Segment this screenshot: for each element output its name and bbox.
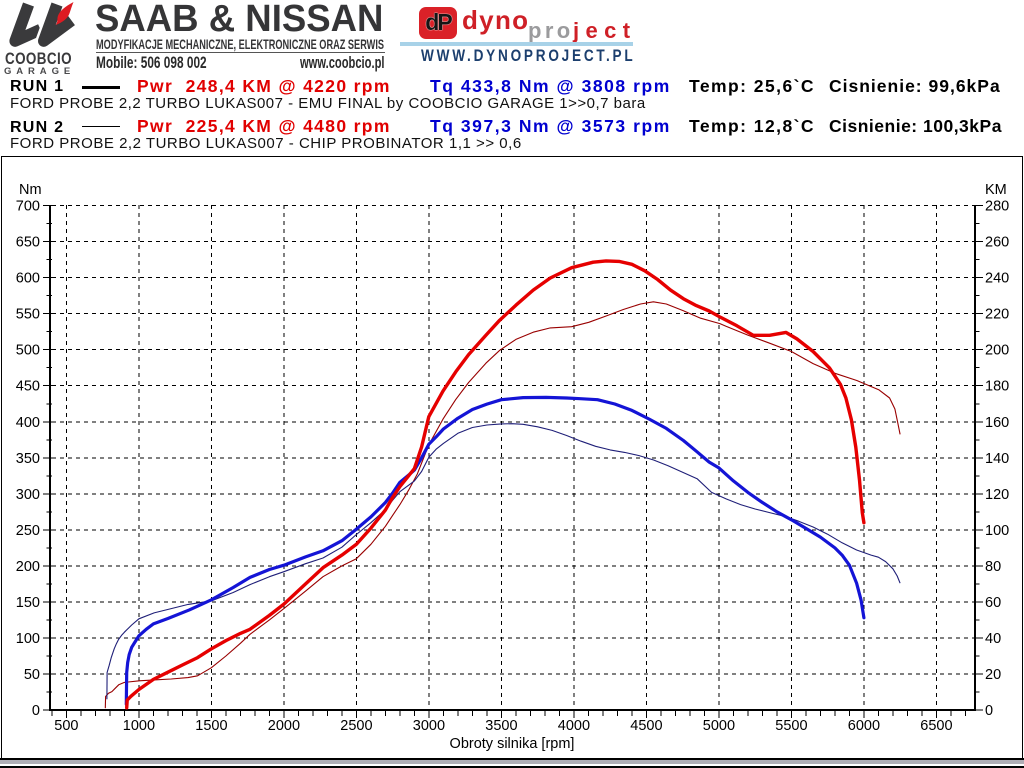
svg-text:20: 20 bbox=[985, 667, 1001, 683]
svg-text:700: 700 bbox=[16, 199, 40, 215]
svg-text:240: 240 bbox=[985, 271, 1009, 287]
svg-text:Obroty silnika [rpm]: Obroty silnika [rpm] bbox=[450, 736, 575, 752]
svg-text:0: 0 bbox=[985, 703, 993, 719]
svg-text:160: 160 bbox=[985, 415, 1009, 431]
svg-text:4000: 4000 bbox=[558, 718, 590, 734]
svg-text:250: 250 bbox=[16, 523, 40, 539]
svg-text:5000: 5000 bbox=[703, 718, 735, 734]
svg-text:1000: 1000 bbox=[123, 718, 155, 734]
svg-text:300: 300 bbox=[16, 487, 40, 503]
svg-text:650: 650 bbox=[16, 235, 40, 251]
svg-text:40: 40 bbox=[985, 631, 1001, 647]
svg-text:500: 500 bbox=[54, 718, 78, 734]
svg-text:180: 180 bbox=[985, 379, 1009, 395]
svg-text:6000: 6000 bbox=[848, 718, 880, 734]
svg-text:0: 0 bbox=[32, 703, 40, 719]
svg-text:280: 280 bbox=[985, 199, 1009, 215]
svg-text:600: 600 bbox=[16, 271, 40, 287]
svg-text:1500: 1500 bbox=[195, 718, 227, 734]
svg-text:3500: 3500 bbox=[485, 718, 517, 734]
svg-text:50: 50 bbox=[24, 667, 40, 683]
svg-text:450: 450 bbox=[16, 379, 40, 395]
svg-text:260: 260 bbox=[985, 235, 1009, 251]
svg-text:60: 60 bbox=[985, 595, 1001, 611]
svg-text:100: 100 bbox=[985, 523, 1009, 539]
svg-text:150: 150 bbox=[16, 595, 40, 611]
svg-text:200: 200 bbox=[16, 559, 40, 575]
svg-text:140: 140 bbox=[985, 451, 1009, 467]
svg-text:500: 500 bbox=[16, 343, 40, 359]
svg-text:5500: 5500 bbox=[775, 718, 807, 734]
svg-text:200: 200 bbox=[985, 343, 1009, 359]
svg-text:Nm: Nm bbox=[19, 182, 42, 198]
svg-text:3000: 3000 bbox=[413, 718, 445, 734]
svg-text:400: 400 bbox=[16, 415, 40, 431]
svg-text:80: 80 bbox=[985, 559, 1001, 575]
svg-text:4500: 4500 bbox=[630, 718, 662, 734]
svg-text:6500: 6500 bbox=[920, 718, 952, 734]
svg-text:2000: 2000 bbox=[268, 718, 300, 734]
svg-text:KM: KM bbox=[985, 182, 1007, 198]
svg-text:220: 220 bbox=[985, 307, 1009, 323]
svg-text:350: 350 bbox=[16, 451, 40, 467]
svg-text:100: 100 bbox=[16, 631, 40, 647]
svg-text:120: 120 bbox=[985, 487, 1009, 503]
svg-text:2500: 2500 bbox=[340, 718, 372, 734]
svg-text:550: 550 bbox=[16, 307, 40, 323]
